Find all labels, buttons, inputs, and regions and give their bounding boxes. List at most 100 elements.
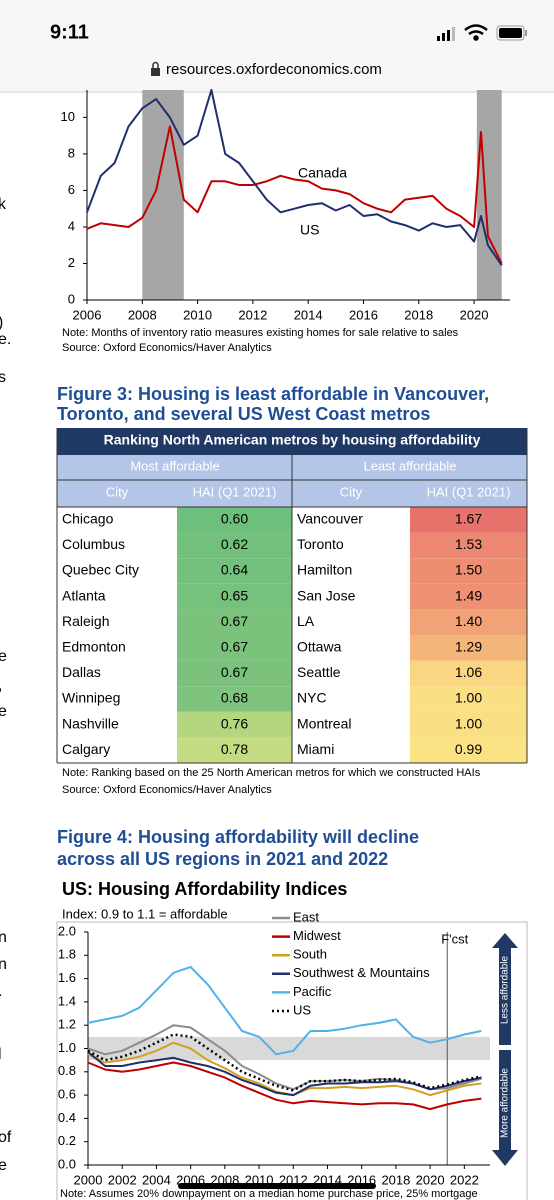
y-tick-label: 8: [68, 145, 75, 160]
legend-label: East: [293, 909, 319, 924]
table-cell: Nashville: [62, 715, 119, 731]
table-cell-bg: [410, 660, 527, 687]
x-tick-label: 2008: [128, 307, 157, 322]
figure-heading: Figure 3: Housing is least affordable in…: [57, 384, 489, 404]
table-cell: 0.60: [221, 511, 248, 527]
table-cell-bg: [177, 583, 292, 610]
x-tick-label: 2020: [416, 1172, 445, 1187]
x-tick-label: 2018: [381, 1172, 410, 1187]
text-fragment: n: [0, 929, 7, 946]
table-cell: Chicago: [62, 511, 114, 527]
text-fragment: e.: [0, 331, 11, 348]
chart-source: Source: Oxford Economics/Haver Analytics: [62, 342, 272, 354]
affordable-band: [88, 1036, 490, 1061]
x-tick-label: 2006: [73, 307, 102, 322]
x-tick-label: 2018: [404, 307, 433, 322]
table-cell-bg: [410, 583, 527, 610]
text-fragment: l: [0, 1046, 2, 1063]
table-cell: 0.76: [221, 715, 248, 731]
table-cell-bg: [177, 635, 292, 661]
battery-icon: [496, 25, 527, 41]
y-tick-label: 1.6: [58, 970, 76, 985]
table-cell: 1.00: [455, 690, 482, 706]
arrow-label: More affordable: [500, 1068, 511, 1138]
legend-label: South: [293, 947, 327, 962]
series-line: [86, 125, 503, 264]
table-cell: 0.78: [221, 741, 248, 757]
text-fragment: of: [0, 1129, 12, 1146]
table-note: Note: Ranking based on the 25 North Amer…: [62, 767, 481, 779]
x-tick-label: 2022: [450, 1172, 479, 1187]
figure-heading: Toronto, and several US West Coast metro…: [57, 404, 430, 424]
table-cell: 0.64: [221, 562, 248, 578]
y-tick-label: 0.2: [58, 1133, 76, 1148]
table-cell-bg: [177, 558, 292, 584]
table-cell: 0.99: [455, 741, 482, 757]
y-tick-label: 0: [68, 291, 75, 306]
clock: 9:11: [50, 21, 89, 43]
arrow-up: [492, 933, 518, 1045]
table-cell: 1.53: [455, 536, 482, 552]
table-cell: Columbus: [62, 536, 125, 552]
y-tick-label: 1.4: [58, 993, 76, 1008]
table-cell-bg: [410, 558, 527, 584]
table-cell: Seattle: [297, 664, 341, 680]
forecast-label: F'cst: [441, 931, 468, 946]
series-label: Canada: [298, 165, 347, 181]
table-cell: Miami: [297, 741, 334, 757]
chart-note: Note: Months of inventory ratio measures…: [62, 327, 459, 339]
arrow-label: Less affordable: [500, 955, 511, 1024]
table-cell-bg: [410, 635, 527, 661]
table-cell: 0.62: [221, 536, 248, 552]
chart-title: US: Housing Affordability Indices: [62, 879, 347, 899]
series-line: [86, 89, 503, 266]
table-cell-bg: [177, 686, 292, 712]
table-cell: San Jose: [297, 587, 356, 603]
chart-note: Note: Assumes 20% downpayment on a media…: [60, 1188, 478, 1200]
y-tick-label: 0.4: [58, 1110, 76, 1125]
table-cell: 1.29: [455, 639, 482, 655]
table-cell: Dallas: [62, 664, 101, 680]
x-tick-label: 2010: [183, 307, 212, 322]
table-cell: 1.67: [455, 511, 482, 527]
table-cell: Raleigh: [62, 613, 109, 629]
table-header: City: [340, 484, 363, 499]
table-cell-bg: [410, 686, 527, 712]
table-cell-bg: [410, 609, 527, 635]
table-header: HAI (Q1 2021): [427, 484, 511, 499]
series-line: [87, 966, 482, 1056]
table-cell: LA: [297, 613, 315, 629]
browser-chrome: [0, 0, 554, 92]
series-line: [87, 1033, 482, 1092]
chart-subtitle: Index: 0.9 to 1.1 = affordable: [62, 906, 228, 921]
table-cell-bg: [410, 532, 527, 559]
x-tick-label: 2000: [74, 1172, 103, 1187]
table-cell: Montreal: [297, 715, 351, 731]
series-line: [87, 1051, 482, 1097]
table-cell: 0.67: [221, 639, 248, 655]
text-fragment: n: [0, 956, 7, 973]
x-tick-label: 2016: [349, 307, 378, 322]
arrow-down: [492, 1050, 518, 1166]
table-cell: 1.06: [455, 664, 482, 680]
url[interactable]: resources.oxfordeconomics.com: [166, 61, 382, 78]
y-tick-label: 0.8: [58, 1063, 76, 1078]
y-tick-label: 1.2: [58, 1017, 76, 1032]
table-cell: 1.00: [455, 715, 482, 731]
table-cell: 1.50: [455, 562, 482, 578]
table-header: City: [106, 484, 129, 499]
table-header: HAI (Q1 2021): [193, 484, 277, 499]
table-cell: Ottawa: [297, 639, 342, 655]
table-cell: 0.67: [221, 613, 248, 629]
lock-icon: [151, 61, 160, 76]
y-tick-label: 0.6: [58, 1087, 76, 1102]
table-cell: Vancouver: [297, 511, 363, 527]
table-title: Ranking North American metros by housing…: [104, 432, 481, 448]
figure-heading: across all US regions in 2021 and 2022: [57, 849, 388, 869]
text-fragment: e: [0, 703, 7, 720]
table-group: Least affordable: [364, 458, 457, 473]
table-cell: Winnipeg: [62, 690, 120, 706]
home-indicator: [178, 1183, 376, 1189]
table-cell-bg: [177, 737, 292, 763]
